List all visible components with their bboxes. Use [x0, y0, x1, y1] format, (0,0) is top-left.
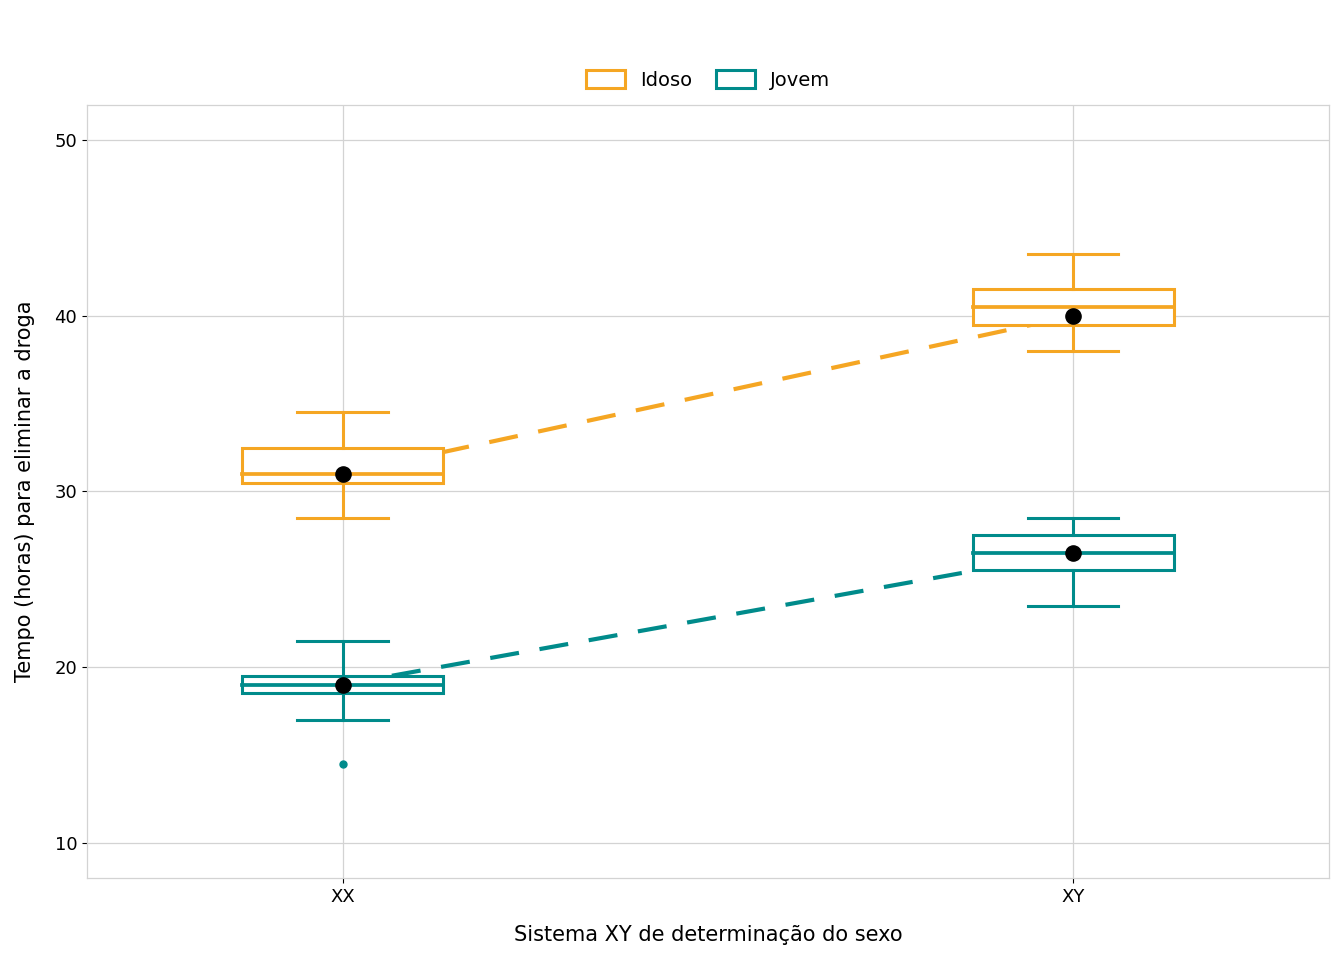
Point [1063, 308, 1085, 324]
Point [1063, 545, 1085, 561]
X-axis label: Sistema XY de determinação do sexo: Sistema XY de determinação do sexo [513, 925, 902, 945]
Bar [242, 676, 444, 693]
Y-axis label: Tempo (horas) para eliminar a droga: Tempo (horas) para eliminar a droga [15, 300, 35, 683]
Bar [973, 290, 1173, 324]
Point [332, 677, 353, 692]
Bar [242, 447, 444, 483]
Legend: Idoso, Jovem: Idoso, Jovem [577, 60, 840, 100]
Point [332, 756, 353, 771]
Point [332, 467, 353, 482]
Bar [973, 536, 1173, 570]
